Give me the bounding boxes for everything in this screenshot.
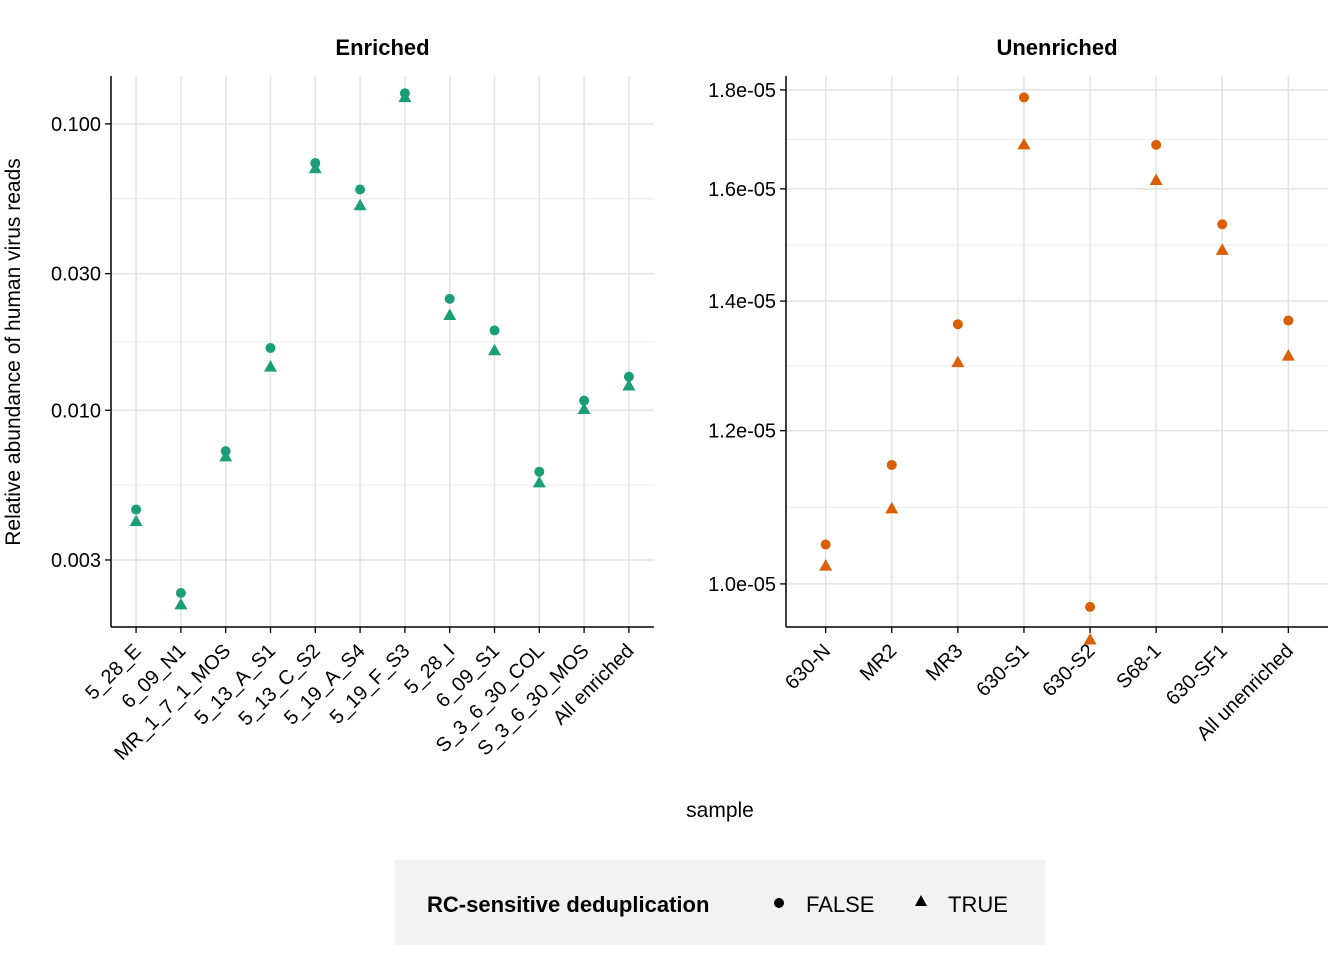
point-true xyxy=(1149,173,1163,185)
legend-label-true: TRUE xyxy=(948,892,1008,917)
legend-key-false-circle xyxy=(774,898,784,908)
y-tick-label: 1.6e-05 xyxy=(708,179,776,201)
point-true xyxy=(219,449,233,462)
point-false xyxy=(175,588,186,599)
point-false xyxy=(1283,315,1294,326)
point-true xyxy=(1215,243,1229,255)
point-false xyxy=(444,293,455,304)
point-false xyxy=(952,319,963,330)
legend: RC-sensitive deduplication FALSE TRUE xyxy=(395,860,1045,945)
point-true xyxy=(488,343,502,356)
point-true xyxy=(353,198,367,211)
x-tick-label: 630-N xyxy=(781,640,835,694)
point-true xyxy=(1281,349,1295,361)
point-true xyxy=(443,308,457,321)
point-true xyxy=(263,360,277,372)
y-tick-label: 1.4e-05 xyxy=(708,291,776,313)
point-true xyxy=(622,379,636,391)
point-true xyxy=(577,402,591,415)
y-tick-label: 0.030 xyxy=(51,264,101,286)
x-tick-label: S68-1 xyxy=(1112,640,1165,693)
x-tick-label: MR3 xyxy=(922,640,967,685)
y-tick-label: 1.2e-05 xyxy=(708,421,776,443)
point-false xyxy=(1018,92,1029,103)
legend-key-true-triangle xyxy=(915,895,927,906)
y-axis-title: Relative abundance of human virus reads xyxy=(2,158,25,546)
point-true xyxy=(174,597,188,610)
panels-layer: 0.0030.0100.0300.1005_28_E6_09_N1MR_1_7_… xyxy=(51,35,1328,765)
point-true xyxy=(308,161,322,174)
legend-title: RC-sensitive deduplication xyxy=(427,892,709,917)
x-tick-label: 630-SF1 xyxy=(1162,640,1232,710)
y-tick-label: 0.003 xyxy=(51,550,101,572)
x-axis-title: sample xyxy=(686,799,754,822)
panel-enriched: 0.0030.0100.0300.1005_28_E6_09_N1MR_1_7_… xyxy=(51,35,654,765)
point-true xyxy=(951,355,965,368)
y-tick-label: 0.010 xyxy=(51,400,101,422)
point-false xyxy=(265,342,276,353)
point-false xyxy=(623,371,634,382)
panel-unenriched: 1.0e-05 1.2e-05 1.4e-05 1.6e-05 1.8e-05 630-N… xyxy=(708,35,1328,745)
point-false xyxy=(355,184,366,195)
point-false xyxy=(534,466,545,477)
point-false xyxy=(131,504,142,515)
x-tick-label: 630-S2 xyxy=(1038,640,1099,701)
y-tick-label: 1.0e-05 xyxy=(708,574,776,596)
y-tick-label: 0.100 xyxy=(51,114,101,136)
x-tick-label: MR2 xyxy=(856,640,901,685)
point-true xyxy=(1017,137,1031,150)
legend-label-false: FALSE xyxy=(806,892,874,917)
point-false xyxy=(1151,139,1162,150)
point-false xyxy=(820,539,831,550)
point-true xyxy=(819,559,833,571)
point-false xyxy=(886,459,897,470)
x-tick-label: 630-S1 xyxy=(972,640,1033,701)
legend-background xyxy=(395,860,1045,945)
panel-title: Enriched xyxy=(335,35,429,60)
point-false xyxy=(1085,601,1096,612)
point-true xyxy=(885,501,899,514)
point-false xyxy=(489,325,500,336)
point-true xyxy=(532,475,546,488)
panel-title: Unenriched xyxy=(996,35,1117,60)
point-false xyxy=(1217,219,1228,230)
point-true xyxy=(398,90,412,103)
y-tick-label: 1.8e-05 xyxy=(708,80,776,102)
point-false xyxy=(579,395,590,406)
point-true xyxy=(1083,632,1097,645)
point-true xyxy=(129,514,143,527)
